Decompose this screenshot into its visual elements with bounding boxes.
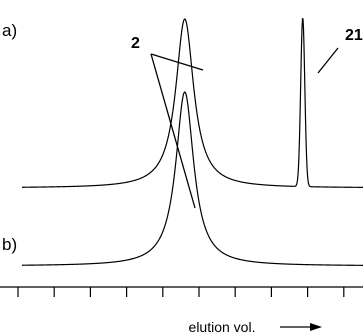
x-axis-label: elution vol.: [189, 319, 256, 335]
x-axis-ticks: [17, 287, 345, 297]
leader-21: [317, 47, 339, 74]
leader-2-to-b: [150, 53, 196, 209]
peak-2-label: 2: [131, 35, 140, 52]
leader-2-to-a: [150, 53, 204, 71]
peak-21-label: 21: [345, 27, 363, 44]
trace-b: [22, 91, 363, 266]
trace-a: [21, 17, 363, 188]
arrow-right-icon: [280, 323, 322, 331]
panel-a-label: a): [2, 21, 17, 40]
leader-lines: [150, 47, 339, 209]
panel-b-label: b): [2, 235, 17, 254]
